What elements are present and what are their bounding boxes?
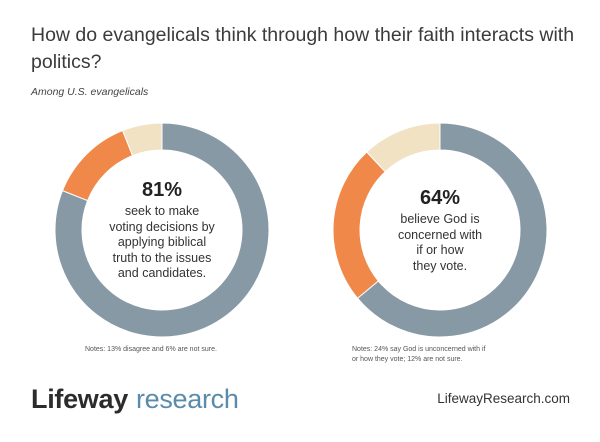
center-line: voting decisions by bbox=[109, 219, 215, 234]
chart-note-right: Notes: 24% say God is unconcerned with i… bbox=[352, 345, 552, 365]
center-description: seek to make voting decisions by applyin… bbox=[109, 204, 215, 282]
note-line: or how they vote; 12% are not sure. bbox=[352, 356, 463, 363]
chart-note-left: Notes: 13% disagree and 6% are not sure. bbox=[85, 345, 285, 355]
center-line: truth to the issues bbox=[112, 250, 212, 265]
chart-subtitle: Among U.S. evangelicals bbox=[31, 86, 149, 98]
logo-word-lifeway: Lifeway bbox=[31, 384, 128, 414]
chart-title: How do evangelicals think through how th… bbox=[31, 24, 575, 73]
donut-segment-2 bbox=[121, 122, 163, 157]
note-line: Notes: 24% say God is unconcerned with i… bbox=[352, 346, 486, 353]
center-percentage: 81% bbox=[141, 179, 183, 202]
center-line: and candidates. bbox=[117, 266, 207, 281]
donut-chart-voting-decisions: 81% seek to make voting decisions by app… bbox=[52, 120, 272, 340]
donut-svg bbox=[54, 122, 270, 338]
donut-segment-0 bbox=[54, 122, 270, 338]
center-line: they vote. bbox=[412, 258, 468, 273]
center-line: applying biblical bbox=[117, 235, 207, 250]
note-line: Notes: 13% disagree and 6% are not sure. bbox=[85, 346, 217, 353]
donut-center: 64% believe God is concerned with if or … bbox=[370, 160, 510, 300]
center-line: if or how bbox=[416, 243, 464, 257]
donut-center: 81% seek to make voting decisions by app… bbox=[92, 160, 232, 300]
donut-segment-0 bbox=[356, 122, 548, 338]
website-url[interactable]: LifewayResearch.com bbox=[437, 391, 570, 406]
center-line: concerned with bbox=[397, 227, 483, 242]
center-description: believe God is concerned with if or how … bbox=[398, 212, 482, 274]
center-line: believe God is bbox=[400, 212, 480, 226]
donut-svg bbox=[332, 122, 548, 338]
lifeway-research-logo: Lifeway research bbox=[31, 384, 239, 414]
center-line: seek to make bbox=[124, 204, 200, 219]
center-percentage: 64% bbox=[419, 187, 461, 209]
logo-word-research: research bbox=[135, 384, 239, 414]
donut-segment-2 bbox=[366, 122, 441, 173]
donut-chart-god-concerned: 64% believe God is concerned with if or … bbox=[330, 120, 550, 340]
